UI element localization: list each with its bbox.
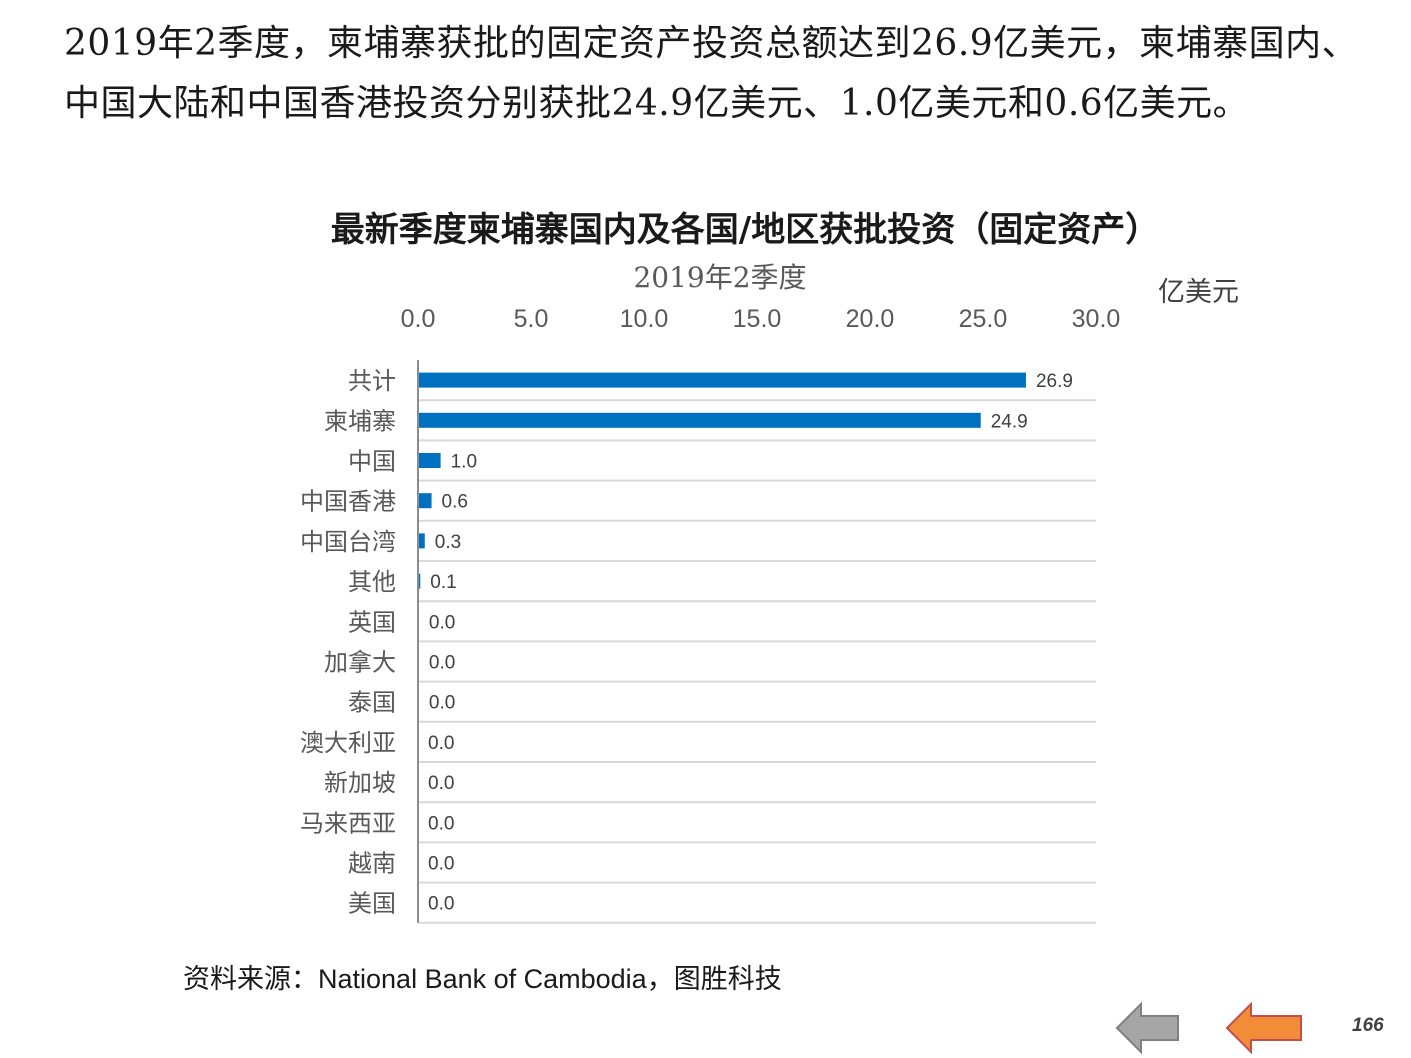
data-label: 0.6: [442, 492, 468, 513]
category-label: 加拿大: [324, 649, 396, 677]
data-label: 0.0: [428, 894, 454, 915]
x-tick-label: 30.0: [1072, 305, 1121, 333]
bar: [418, 372, 1026, 388]
chart-subtitle: 2019年2季度: [633, 261, 807, 294]
source-note: 资料来源：National Bank of Cambodia，图胜科技: [183, 964, 782, 994]
unit-label: 亿美元: [1158, 277, 1239, 308]
bar: [418, 493, 432, 509]
bar: [418, 533, 425, 549]
category-label: 中国台湾: [300, 528, 396, 556]
data-label: 24.9: [991, 411, 1028, 432]
category-label: 其他: [348, 568, 396, 596]
bar: [418, 412, 981, 428]
x-tick-label: 20.0: [846, 305, 895, 333]
arrow-left-icon: [1115, 1001, 1179, 1055]
chart-title: 最新季度柬埔寨国内及各国/地区获批投资（固定资产）: [330, 210, 1160, 250]
data-label: 0.3: [435, 532, 461, 553]
next-page-button[interactable]: [1225, 1000, 1305, 1056]
x-tick-label: 5.0: [514, 305, 549, 333]
page-number: 166: [1352, 1015, 1384, 1036]
previous-page-button[interactable]: [1115, 1000, 1181, 1056]
bars: [418, 372, 1026, 710]
data-label: 0.1: [430, 572, 456, 593]
category-label: 新加坡: [324, 769, 396, 797]
x-tick-label: 0.0: [401, 305, 436, 333]
category-label: 英国: [348, 608, 396, 636]
category-label: 越南: [348, 850, 396, 878]
data-label: 0.0: [428, 773, 454, 794]
category-label: 中国: [348, 448, 396, 476]
data-label: 0.0: [429, 612, 455, 633]
x-tick-label: 15.0: [733, 305, 782, 333]
category-label: 中国香港: [300, 488, 396, 516]
category-label: 共计: [348, 367, 396, 395]
data-label: 26.9: [1036, 371, 1073, 392]
data-label: 0.0: [428, 813, 454, 834]
category-label: 美国: [348, 890, 396, 918]
data-labels: 26.9 24.9 1.0 0.6 0.3 0.1 0.0 0.0 0.0 0.0 0.0 0.0 0.…: [428, 371, 1073, 915]
data-label: 0.0: [428, 733, 454, 754]
bar: [418, 453, 441, 468]
data-label: 0.0: [429, 653, 455, 674]
data-label: 0.0: [429, 693, 455, 714]
category-label: 澳大利亚: [300, 729, 396, 757]
data-label: 0.0: [428, 854, 454, 875]
bar: [418, 573, 421, 589]
arrow-left-icon: [1225, 1001, 1302, 1055]
category-label: 柬埔寨: [324, 407, 396, 435]
intro-paragraph: 2019年2季度，柬埔寨获批的固定资产投资总额达到26.9亿美元，柬埔寨国内、中…: [64, 23, 1359, 124]
grid-lines: [418, 399, 1096, 924]
data-label: 1.0: [451, 452, 477, 473]
category-label: 泰国: [348, 689, 396, 717]
x-tick-label: 10.0: [620, 305, 669, 333]
x-tick-label: 25.0: [959, 305, 1008, 333]
x-axis-ticks: 0.0 5.0 10.0 15.0 20.0 25.0 30.0: [401, 305, 1121, 333]
category-label: 马来西亚: [300, 809, 396, 837]
